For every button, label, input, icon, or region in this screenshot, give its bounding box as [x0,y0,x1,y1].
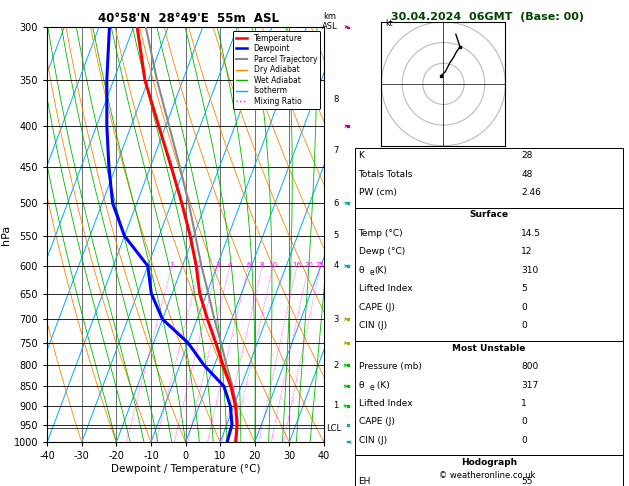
Text: 317: 317 [521,381,538,390]
Text: km: km [324,12,337,21]
Text: Most Unstable: Most Unstable [452,344,526,353]
Text: 14.5: 14.5 [521,229,541,238]
Text: © weatheronline.co.uk: © weatheronline.co.uk [439,471,536,480]
Text: 8: 8 [333,95,339,104]
Text: 20: 20 [304,262,313,268]
Text: 1: 1 [333,401,338,410]
Text: CIN (J): CIN (J) [359,436,387,445]
Text: 0: 0 [521,321,527,330]
Text: θ: θ [359,381,364,390]
Y-axis label: hPa: hPa [1,225,11,244]
Text: EH: EH [359,477,371,486]
Text: Temp (°C): Temp (°C) [359,229,403,238]
Text: (K): (K) [374,381,390,390]
Text: (K): (K) [374,266,387,275]
Text: 0: 0 [521,436,527,445]
Text: CIN (J): CIN (J) [359,321,387,330]
Text: K: K [359,151,364,160]
Text: 4: 4 [228,262,232,268]
Text: 40°58'N  28°49'E  55m  ASL: 40°58'N 28°49'E 55m ASL [98,12,279,25]
Text: Totals Totals: Totals Totals [359,170,413,179]
Text: 800: 800 [521,362,538,371]
Text: 8: 8 [260,262,265,268]
Text: Lifted Index: Lifted Index [359,399,412,408]
Text: Surface: Surface [469,210,509,220]
Text: kt: kt [386,19,393,28]
Text: e: e [370,268,374,278]
Text: 4: 4 [333,261,338,270]
Text: 5: 5 [333,231,338,241]
Text: 1: 1 [170,262,174,268]
Text: 2: 2 [198,262,202,268]
Text: 310: 310 [521,266,538,275]
Text: Pressure (mb): Pressure (mb) [359,362,421,371]
Text: 10: 10 [269,262,277,268]
Text: 3: 3 [333,314,339,324]
Text: 6: 6 [333,199,339,208]
X-axis label: Dewpoint / Temperature (°C): Dewpoint / Temperature (°C) [111,464,260,474]
Text: 1: 1 [521,399,527,408]
Text: 55: 55 [521,477,533,486]
Text: 12: 12 [521,247,533,257]
Text: 16: 16 [292,262,301,268]
Text: 25: 25 [316,262,325,268]
Text: 6: 6 [247,262,251,268]
Text: 0: 0 [521,417,527,427]
Text: 0: 0 [521,303,527,312]
Text: 5: 5 [521,284,527,294]
Text: PW (cm): PW (cm) [359,188,396,197]
Text: Dewp (°C): Dewp (°C) [359,247,405,257]
Text: θ: θ [359,266,364,275]
Text: 2: 2 [333,361,338,370]
Text: Hodograph: Hodograph [461,458,517,468]
Text: CAPE (J): CAPE (J) [359,303,394,312]
Text: 30.04.2024  06GMT  (Base: 00): 30.04.2024 06GMT (Base: 00) [391,12,584,22]
Text: CAPE (J): CAPE (J) [359,417,394,427]
Text: 48: 48 [521,170,533,179]
Legend: Temperature, Dewpoint, Parcel Trajectory, Dry Adiabat, Wet Adiabat, Isotherm, Mi: Temperature, Dewpoint, Parcel Trajectory… [233,31,320,109]
Text: 3: 3 [215,262,220,268]
Text: 7: 7 [333,146,339,156]
Text: ASL: ASL [323,22,338,31]
Text: LCL: LCL [326,424,341,433]
Text: Lifted Index: Lifted Index [359,284,412,294]
Text: e: e [370,383,374,392]
Text: 2.46: 2.46 [521,188,541,197]
Text: 28: 28 [521,151,533,160]
